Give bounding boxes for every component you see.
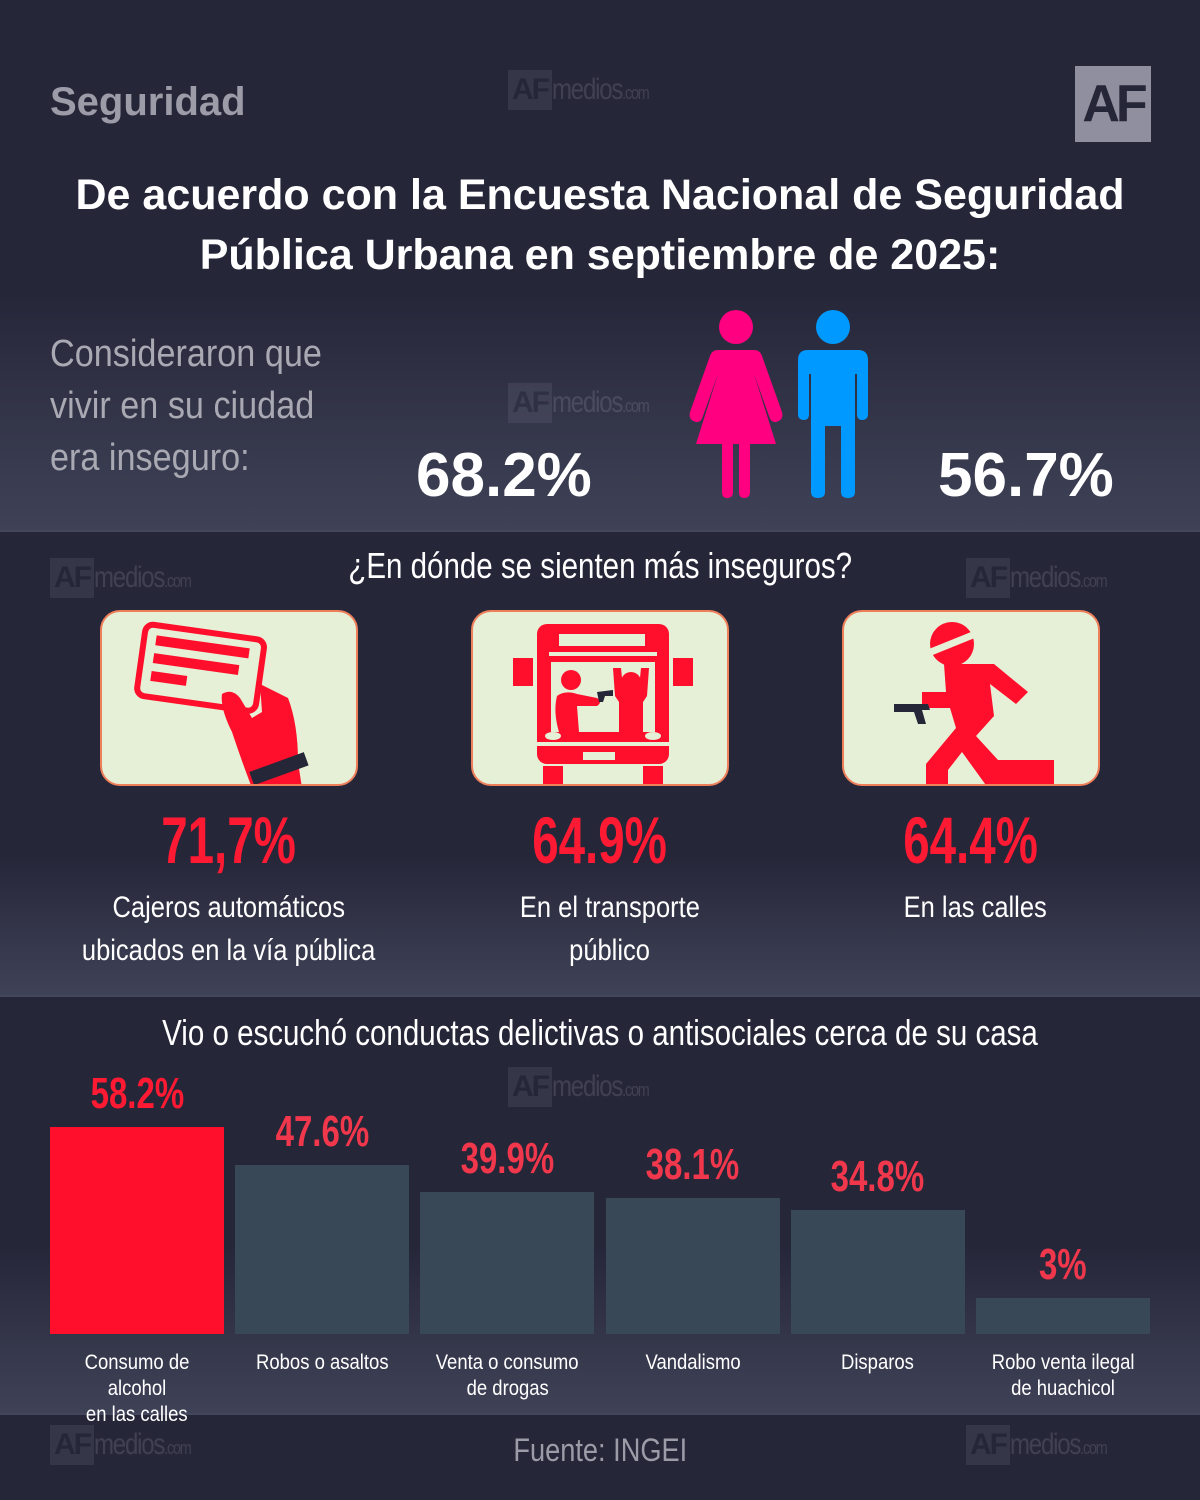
place-label-atm: Cajeros automáticos ubicados en la vía p…: [39, 886, 419, 972]
headline-line-1: De acuerdo con la Encuesta Nacional de S…: [75, 171, 1125, 219]
place-pct-streets: 64.4%: [791, 802, 1151, 878]
bar-category-label: Disparos: [841, 1351, 915, 1374]
bar: [235, 1164, 410, 1334]
bar-value-label: 3%: [1039, 1240, 1087, 1289]
watermark-logo: AF medios.com: [966, 1425, 1131, 1465]
perception-line: vivir en su ciudad: [50, 385, 315, 427]
intro-section: [0, 0, 1200, 530]
watermark-text: medios.com: [552, 1070, 650, 1104]
watermark-name: medios: [94, 561, 165, 594]
places-title-text: ¿En dónde se sienten más inseguros?: [348, 545, 852, 586]
bar-category-label: Robo venta ilegal de huachicol: [991, 1351, 1135, 1400]
chart-title: Vio o escuchó conductas delictivas o ant…: [0, 1012, 1200, 1054]
bar-value-label: 58.2%: [90, 1069, 184, 1118]
men-percentage: 56.7%: [938, 441, 1114, 510]
watermark-logo: AF medios.com: [508, 70, 673, 110]
watermark-name: medios: [1010, 561, 1081, 594]
bar-category-label: Vandalismo: [644, 1351, 741, 1374]
place-pct-atm: 71,7%: [49, 802, 409, 878]
watermark-af: AF: [966, 1425, 1010, 1465]
women-percentage: 68.2%: [416, 441, 592, 510]
headline: De acuerdo con la Encuesta Nacional de S…: [0, 165, 1200, 285]
places-title: ¿En dónde se sienten más inseguros?: [0, 545, 1200, 587]
place-pct-transport: 64.9%: [420, 802, 780, 878]
watermark-name: medios: [1010, 1428, 1081, 1461]
perception-line: era inseguro:: [50, 437, 250, 479]
chart-title-text: Vio o escuchó conductas delictivas o ant…: [162, 1012, 1038, 1053]
place-label-line: público: [569, 934, 651, 967]
place-pct-text: 64.9%: [532, 803, 668, 877]
af-logo: AF: [1075, 66, 1151, 142]
watermark-logo: AF medios.com: [508, 383, 673, 423]
place-label-line: En las calles: [903, 891, 1047, 924]
watermark-suffix: .com: [164, 571, 192, 591]
perception-line: Consideraron que: [50, 333, 322, 375]
bus-robbery-icon: [513, 624, 693, 784]
bar: [50, 1127, 224, 1334]
watermark-af: AF: [966, 558, 1010, 598]
watermark-name: medios: [94, 1428, 165, 1461]
bar: [790, 1210, 965, 1334]
watermark-suffix: .com: [1080, 571, 1108, 591]
bar: [420, 1192, 595, 1334]
watermark-text: medios.com: [94, 561, 192, 595]
source-text: Fuente: INGEI: [513, 1432, 687, 1468]
place-label-line: ubicados en la vía pública: [82, 934, 376, 967]
footer-section: [0, 1413, 1200, 1500]
place-pct-text: 71,7%: [161, 803, 297, 877]
place-label-transport: En el transporte público: [420, 886, 800, 972]
bar-category-label: Robos o asaltos: [255, 1351, 389, 1374]
source-label: Fuente: INGEI: [0, 1432, 1200, 1469]
watermark-suffix: .com: [622, 83, 650, 103]
bar-value-label: 34.8%: [831, 1152, 925, 1202]
watermark-text: medios.com: [1010, 1428, 1108, 1462]
watermark-logo: AF medios.com: [508, 1067, 673, 1107]
watermark-logo: AF medios.com: [50, 1425, 215, 1465]
category-label: Seguridad: [50, 80, 246, 124]
place-label-line: En el transporte: [519, 891, 701, 924]
armed-runner-icon: [894, 622, 1054, 784]
watermark-af: AF: [508, 1067, 552, 1107]
bar: [976, 1298, 1150, 1334]
watermark-af: AF: [508, 383, 552, 423]
place-label-streets: En las calles: [785, 886, 1165, 929]
watermark-name: medios: [552, 386, 623, 419]
bar-value-label: 39.9%: [460, 1134, 555, 1184]
watermark-name: medios: [552, 1070, 623, 1103]
bar-value-label: 47.6%: [275, 1106, 369, 1156]
bar-value-label: 38.1%: [645, 1140, 740, 1190]
watermark-logo: AF medios.com: [50, 558, 215, 598]
watermark-af: AF: [50, 558, 94, 598]
watermark-text: medios.com: [552, 73, 650, 107]
watermark-suffix: .com: [622, 1080, 650, 1100]
watermark-name: medios: [552, 73, 623, 106]
bar: [605, 1198, 780, 1334]
watermark-logo: AF medios.com: [966, 558, 1131, 598]
watermark-suffix: .com: [164, 1438, 192, 1458]
place-pct-text: 64.4%: [903, 803, 1039, 877]
man-icon: [798, 310, 868, 498]
logo-text: AF: [1082, 75, 1147, 133]
watermark-text: medios.com: [94, 1428, 192, 1462]
bar-category-label: Consumo de alcohol en las calles: [84, 1351, 190, 1426]
card-in-hand-icon: [134, 621, 309, 784]
bar-category-label: Venta o consumo de drogas: [435, 1351, 579, 1400]
watermark-suffix: .com: [622, 396, 650, 416]
watermark-af: AF: [50, 1425, 94, 1465]
watermark-suffix: .com: [1080, 1438, 1108, 1458]
woman-icon: [689, 310, 783, 498]
watermark-text: medios.com: [552, 386, 650, 420]
place-label-line: Cajeros automáticos: [112, 891, 346, 924]
place-card-streets: [842, 610, 1100, 786]
headline-line-2: Pública Urbana en septiembre de 2025:: [199, 231, 1001, 279]
watermark-text: medios.com: [1010, 561, 1108, 595]
watermark-af: AF: [508, 70, 552, 110]
perception-text: Consideraron que vivir en su ciudad era …: [50, 328, 347, 484]
place-card-transport: [471, 610, 729, 786]
place-card-atm: [100, 610, 358, 786]
